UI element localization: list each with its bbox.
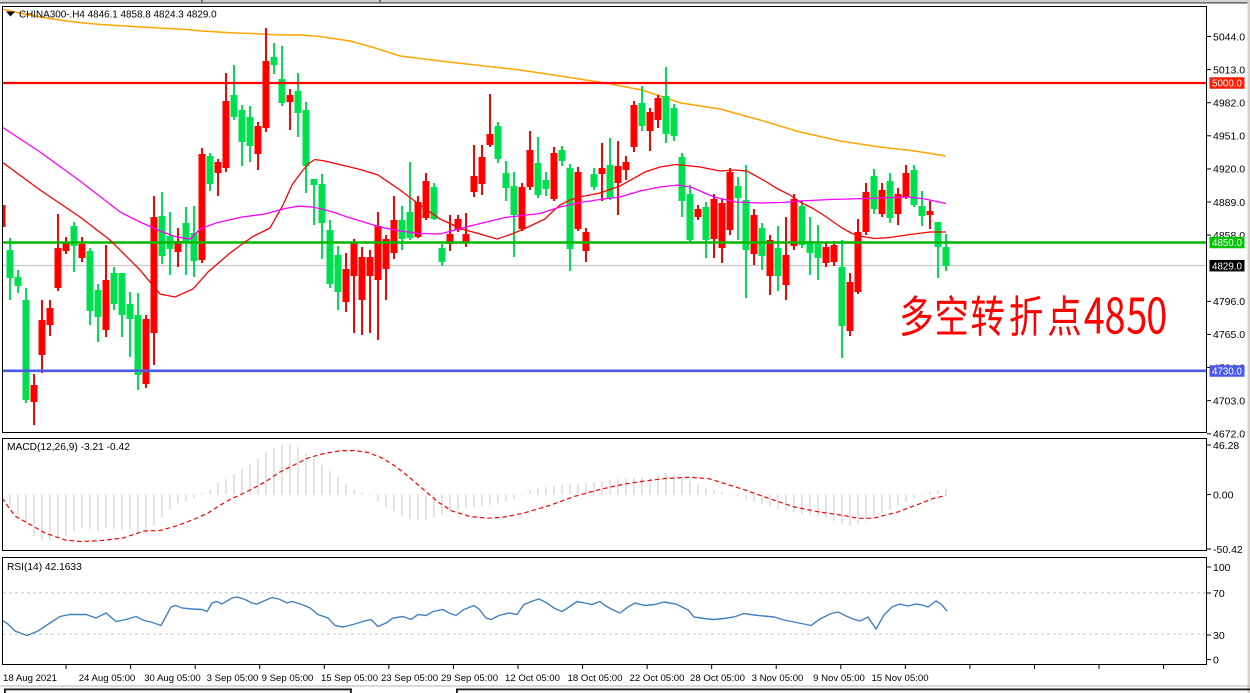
- svg-text:29 Sep 05:00: 29 Sep 05:00: [441, 673, 498, 684]
- svg-text:5013.0: 5013.0: [1213, 64, 1245, 76]
- svg-text:5000.0: 5000.0: [1212, 79, 1243, 90]
- svg-text:18 Aug 2021: 18 Aug 2021: [3, 673, 57, 684]
- svg-text:4730.0: 4730.0: [1212, 367, 1243, 378]
- svg-text:4920.0: 4920.0: [1213, 164, 1245, 176]
- svg-text:4765.0: 4765.0: [1213, 329, 1245, 341]
- svg-text:4982.0: 4982.0: [1213, 98, 1245, 110]
- svg-text:100: 100: [1213, 562, 1231, 574]
- svg-text:0.00: 0.00: [1213, 489, 1234, 501]
- svg-text:4951.0: 4951.0: [1213, 131, 1245, 143]
- svg-text:4829.0: 4829.0: [1212, 261, 1243, 272]
- svg-text:4672.0: 4672.0: [1213, 429, 1245, 441]
- svg-text:4796.0: 4796.0: [1213, 296, 1245, 308]
- svg-text:24 Aug 05:00: 24 Aug 05:00: [79, 673, 136, 684]
- svg-text:3 Nov 05:00: 3 Nov 05:00: [752, 673, 804, 684]
- svg-text:3 Sep 05:00: 3 Sep 05:00: [207, 673, 259, 684]
- svg-text:9 Sep 05:00: 9 Sep 05:00: [262, 673, 314, 684]
- svg-text:0: 0: [1213, 654, 1219, 666]
- svg-text:RSI(14) 42.1633: RSI(14) 42.1633: [7, 562, 82, 573]
- svg-text:15 Nov 05:00: 15 Nov 05:00: [871, 673, 928, 684]
- svg-text:70: 70: [1213, 588, 1225, 600]
- svg-text:4889.0: 4889.0: [1213, 197, 1245, 209]
- svg-text:4703.0: 4703.0: [1213, 396, 1245, 408]
- svg-text:9 Nov 05:00: 9 Nov 05:00: [813, 673, 865, 684]
- svg-text:MACD(12,26,9) -3.21 -0.42: MACD(12,26,9) -3.21 -0.42: [7, 442, 130, 453]
- svg-text:-50.42: -50.42: [1213, 544, 1243, 556]
- svg-text:15 Sep 05:00: 15 Sep 05:00: [321, 673, 378, 684]
- svg-text:30: 30: [1213, 630, 1225, 642]
- svg-text:CHINA300-.H4 4846.1 4858.8 48: CHINA300-.H4 4846.1 4858.8 4824.3 4829.0: [19, 10, 217, 21]
- svg-text:5044.0: 5044.0: [1213, 31, 1245, 43]
- svg-text:28 Oct 05:00: 28 Oct 05:00: [690, 673, 745, 684]
- svg-text:46.28: 46.28: [1213, 440, 1239, 452]
- svg-text:22 Oct 05:00: 22 Oct 05:00: [630, 673, 685, 684]
- svg-text:30 Aug 05:00: 30 Aug 05:00: [144, 673, 201, 684]
- svg-text:18 Oct 05:00: 18 Oct 05:00: [568, 673, 623, 684]
- svg-text:4850.0: 4850.0: [1212, 238, 1243, 249]
- svg-text:23 Sep 05:00: 23 Sep 05:00: [381, 673, 438, 684]
- svg-text:12 Oct 05:00: 12 Oct 05:00: [505, 673, 560, 684]
